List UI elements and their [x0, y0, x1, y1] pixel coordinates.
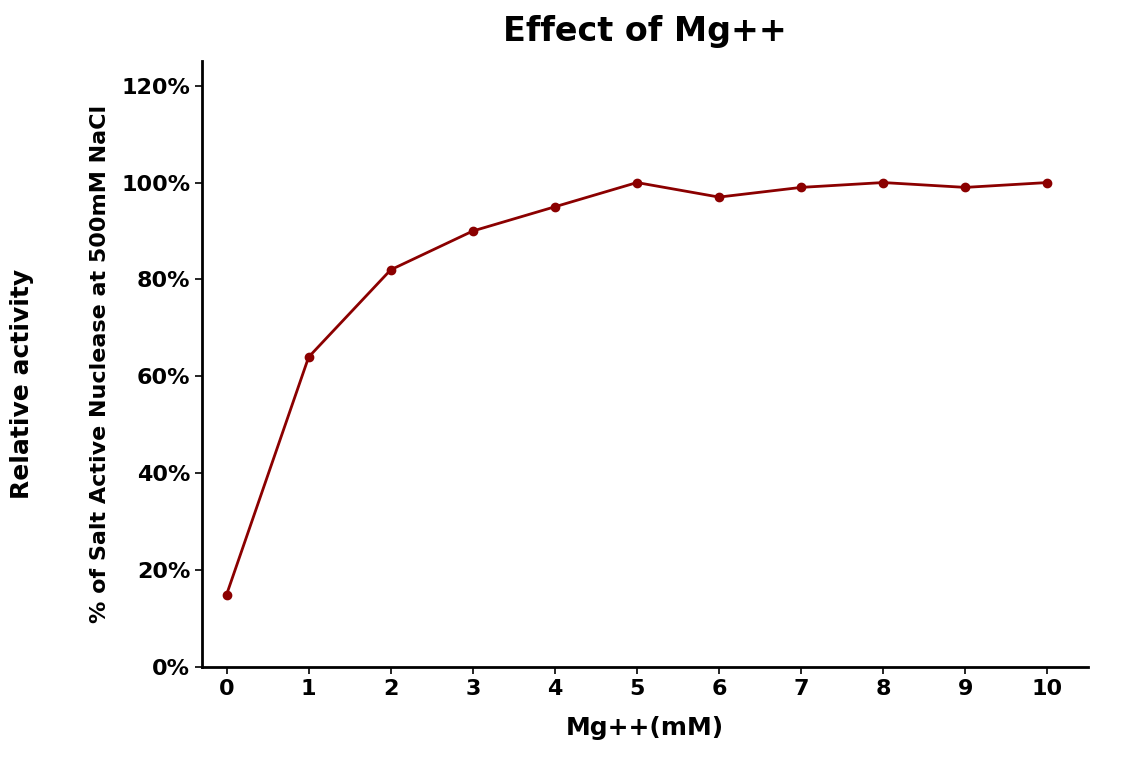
- Title: Effect of Mg++: Effect of Mg++: [504, 15, 787, 48]
- Text: Relative activity: Relative activity: [10, 268, 35, 499]
- X-axis label: Mg++(mM): Mg++(mM): [567, 716, 724, 739]
- Y-axis label: % of Salt Active Nuclease at 500mM NaCl: % of Salt Active Nuclease at 500mM NaCl: [90, 105, 110, 624]
